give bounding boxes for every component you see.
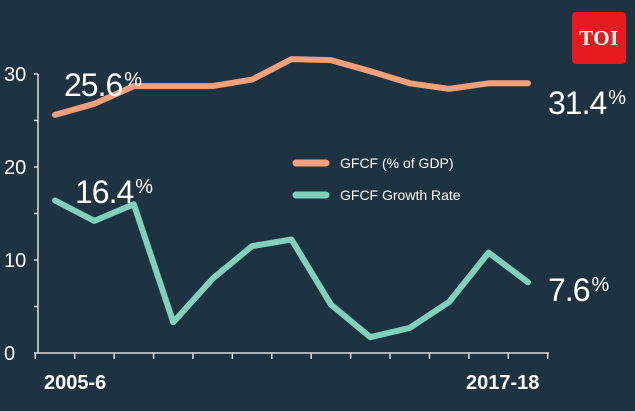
series-layer <box>52 56 531 341</box>
x-label-start: 2005-6 <box>44 372 106 394</box>
logo-text: TOI <box>579 25 619 50</box>
annotation-start-pct-series-1: % <box>124 69 142 91</box>
annotations: 25.6 %31.4 %16.4 %7.6% <box>64 67 626 308</box>
y-tick-label: 10 <box>4 250 26 272</box>
annotation-end-pct-series-2: % <box>591 274 609 296</box>
annotation-start-series-2: 16.4 <box>75 174 133 210</box>
annotation-end-pct-series-1: % <box>608 87 626 109</box>
series-line-gfcf-growth-rate <box>52 197 531 341</box>
annotation-end-series-1: 31.4 <box>548 85 606 121</box>
y-tick-label: 30 <box>4 64 26 86</box>
annotation-start-pct-series-2: % <box>135 176 153 198</box>
y-axis: 0 10 20 30 <box>4 64 39 365</box>
legend: GFCF (% of GDP) GFCF Growth Rate <box>292 155 461 203</box>
y-tick-label: 20 <box>4 157 26 179</box>
legend-label: GFCF Growth Rate <box>340 187 461 203</box>
y-tick-label: 0 <box>4 343 15 365</box>
legend-label: GFCF (% of GDP) <box>340 155 454 171</box>
series-line-gfcf-pct-gdp <box>52 56 531 118</box>
toi-logo: TOI <box>572 12 626 64</box>
x-label-end: 2017-18 <box>466 372 539 394</box>
annotation-end-series-2: 7.6 <box>548 272 590 308</box>
annotation-start-series-1: 25.6 <box>64 67 122 103</box>
x-axis: 2005-6 2017-18 <box>34 352 549 394</box>
